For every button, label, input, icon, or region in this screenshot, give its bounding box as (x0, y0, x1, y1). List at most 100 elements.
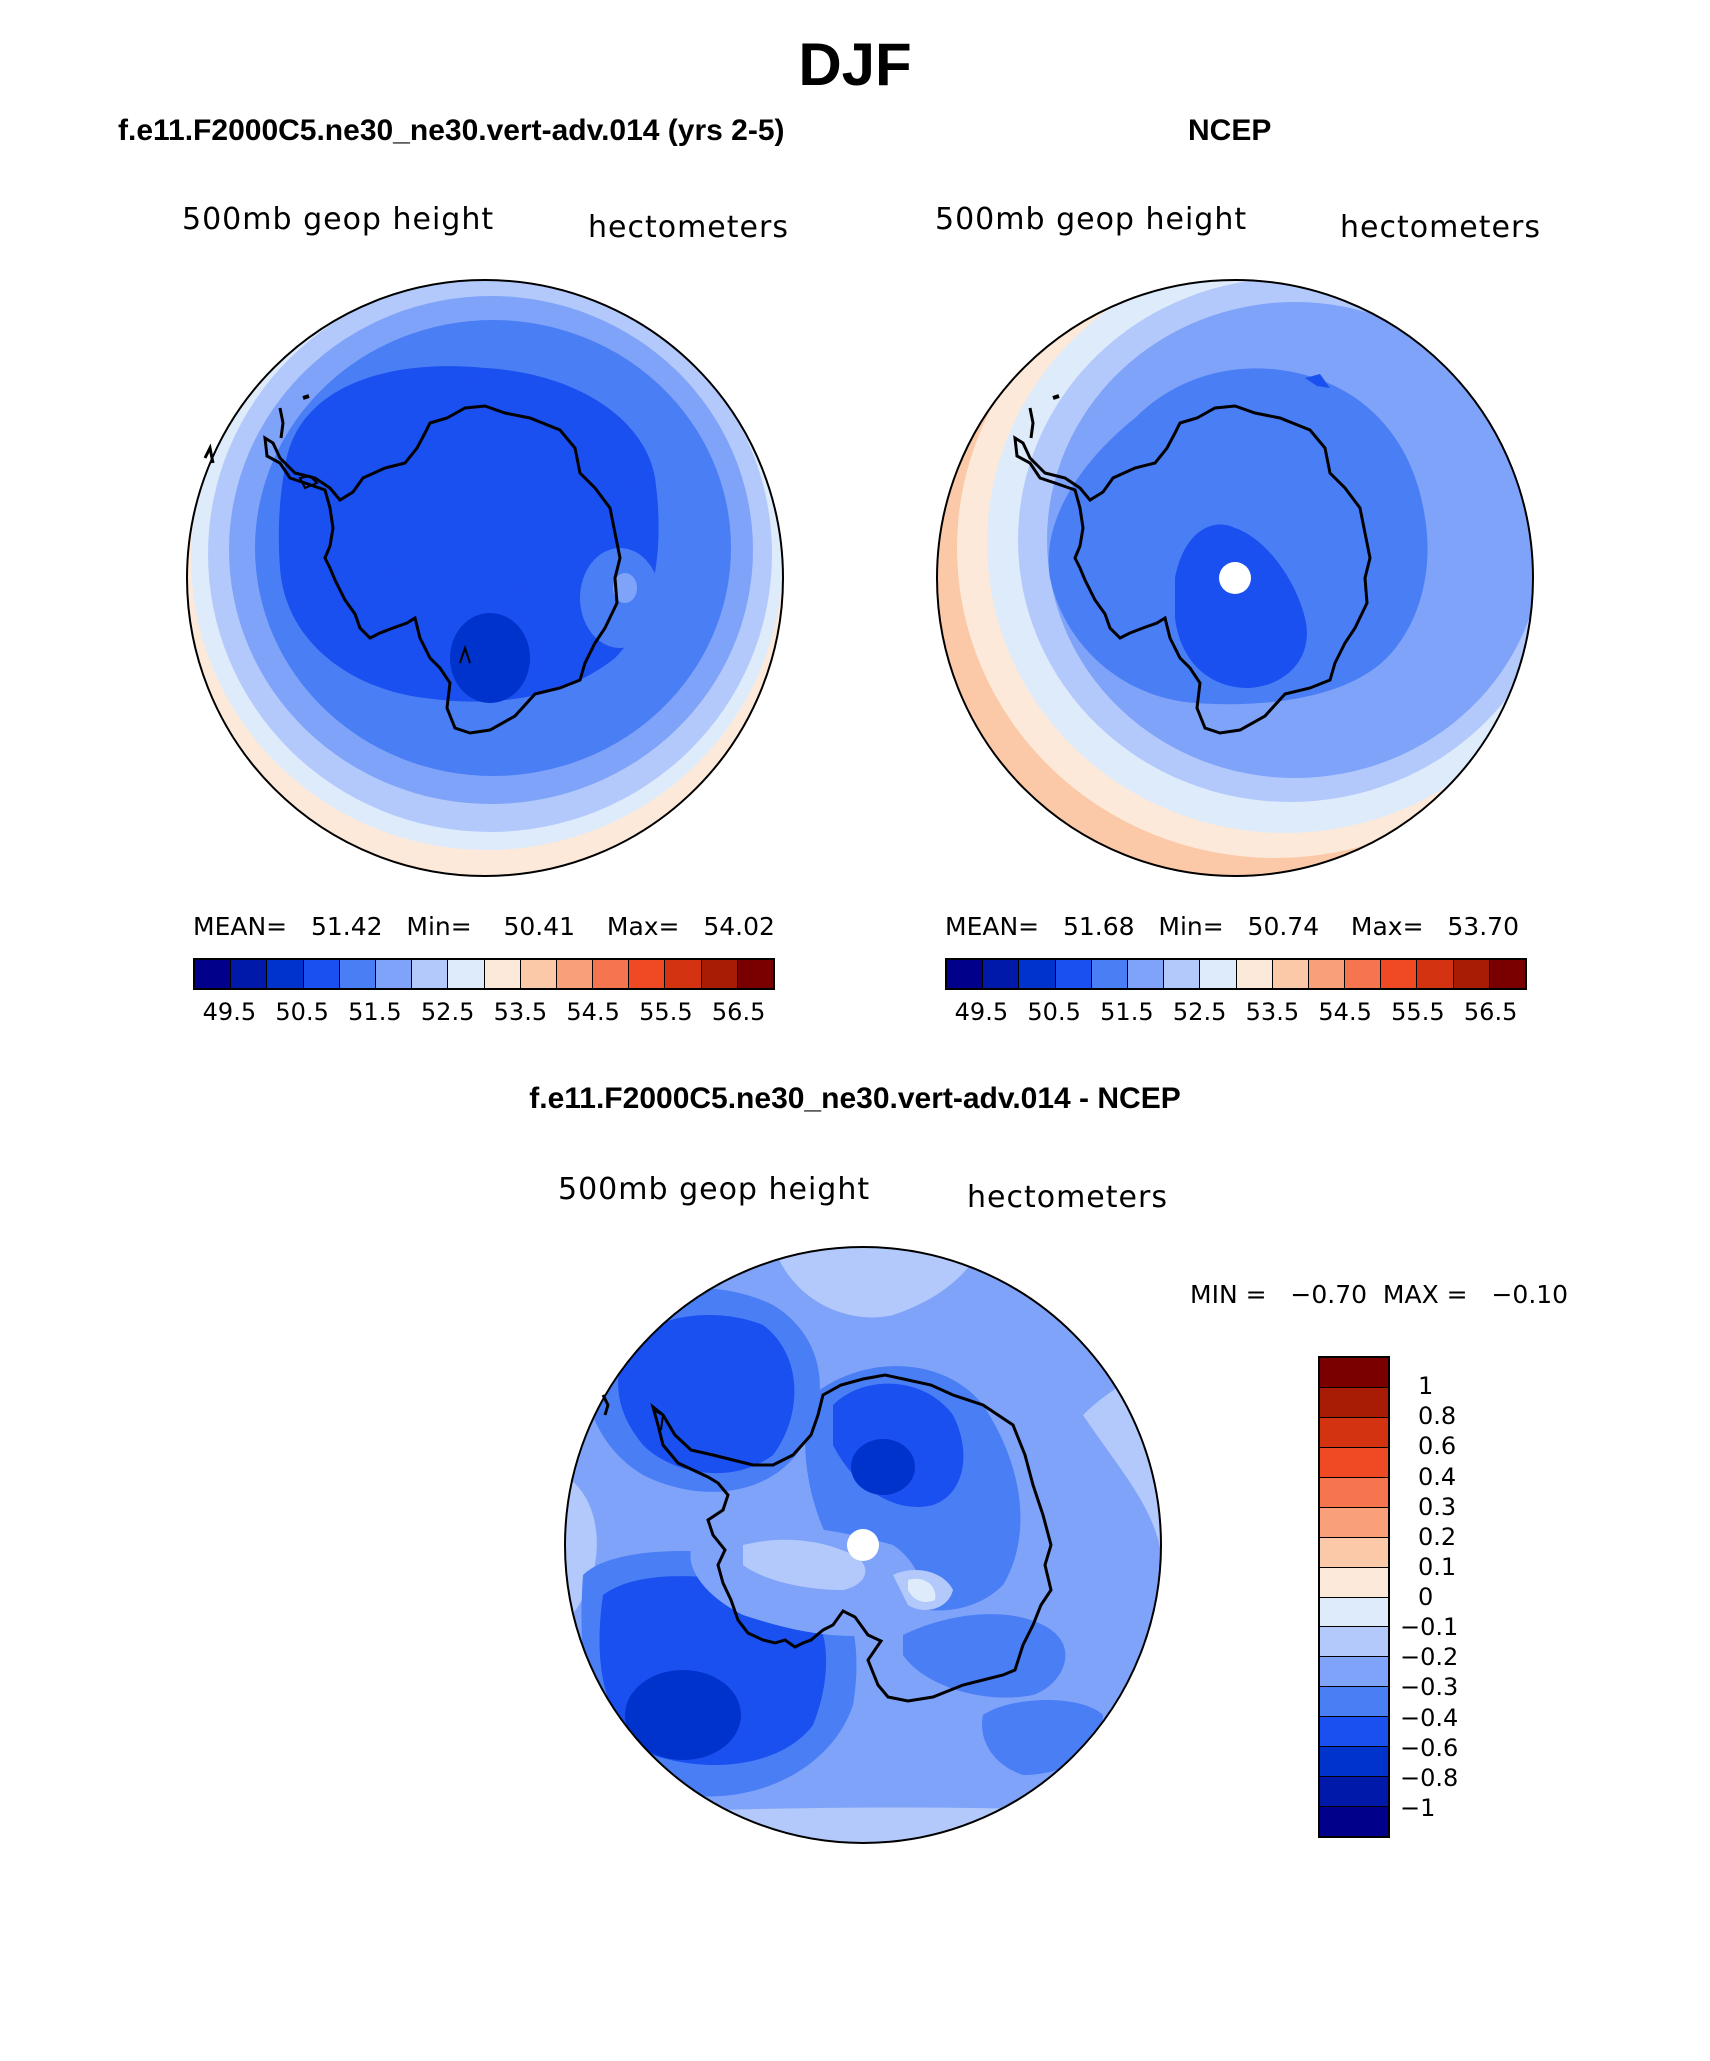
panel-2-mean-label: MEAN= (945, 912, 1040, 941)
colorbar-swatch (1345, 960, 1382, 988)
colorbar-tick-label: 53.5 (1245, 998, 1300, 1026)
panel-1-units-label: hectometers (588, 210, 789, 245)
colorbar-swatch (1489, 960, 1525, 988)
colorbar-tick-label: 0.1 (1418, 1552, 1457, 1581)
diff-min-label: MIN = (1190, 1280, 1267, 1309)
colorbar-tick-label: 50.5 (275, 998, 329, 1026)
colorbar-swatch (1320, 1567, 1388, 1598)
colorbar-swatch (1055, 960, 1092, 988)
colorbar-tick-label: 55.5 (1391, 998, 1445, 1026)
colorbar-tick-label: 55.5 (639, 998, 693, 1026)
colorbar-tick-label: 0 (1418, 1583, 1434, 1611)
panel-2-min-value: 50.74 (1247, 912, 1320, 941)
pole-marker (1219, 562, 1251, 594)
colorbar-swatch (1308, 960, 1346, 988)
diff-panel-units-label: hectometers (967, 1180, 1168, 1215)
panel-2-variable-label: 500mb geop height (935, 202, 1248, 237)
colorbar-tick-label: −0.8 (1400, 1763, 1459, 1792)
colorbar-swatch (593, 960, 630, 988)
panel-1-min-value: 50.41 (503, 912, 576, 941)
colorbar-tick-label: 53.5 (493, 998, 548, 1026)
colorbar-swatch (303, 960, 340, 988)
colorbar-tick-label: 51.5 (1100, 998, 1154, 1026)
colorbar-tick-label: 49.5 (954, 998, 1009, 1026)
antarctica-coastline (650, 1373, 1053, 1703)
colorbar-tick-label: 54.5 (566, 998, 620, 1026)
colorbar-swatch (629, 960, 666, 988)
colorbar-swatch (983, 960, 1020, 988)
colorbar-tick-label: 0.4 (1418, 1462, 1457, 1491)
colorbar-swatch (339, 960, 376, 988)
panel-1-colorbar (193, 958, 775, 990)
colorbar-swatch (1320, 1447, 1388, 1478)
colorbar-swatch (1320, 1747, 1388, 1778)
colorbar-swatch (1320, 1358, 1388, 1388)
diff-colorbar-ticks: 1 0.8 0.6 0.4 0.3 0.2 0.1 0 −0.1 −0.2 −0.3 −0.4 −0.6… (1400, 1356, 1520, 1838)
colorbar-tick-label: 1 (1418, 1372, 1434, 1401)
colorbar-swatch (947, 960, 984, 988)
colorbar-swatch (1320, 1807, 1388, 1836)
colorbar-swatch (1272, 960, 1309, 988)
panel-1-polar-map (186, 279, 784, 877)
colorbar-swatch (1320, 1417, 1388, 1448)
colorbar-swatch (1320, 1717, 1388, 1748)
colorbar-swatch (556, 960, 594, 988)
colorbar-swatch (1381, 960, 1418, 988)
colorbar-swatch (1320, 1687, 1388, 1718)
panel-2-polar-map (936, 279, 1534, 877)
colorbar-tick-label: −0.1 (1400, 1613, 1459, 1642)
panel-1-min-label: Min= (406, 912, 472, 941)
colorbar-tick-label: 0.3 (1418, 1492, 1457, 1521)
colorbar-swatch (1200, 960, 1237, 988)
colorbar-swatch (1320, 1777, 1388, 1808)
panel-1-max-value: 54.02 (703, 912, 775, 941)
colorbar-swatch (1164, 960, 1201, 988)
colorbar-swatch (1019, 960, 1056, 988)
colorbar-tick-label: 52.5 (420, 998, 475, 1026)
diff-polar-map (564, 1246, 1162, 1844)
colorbar-swatch (1127, 960, 1165, 988)
panel-2-max-label: Max= (1350, 912, 1424, 941)
colorbar-swatch (448, 960, 485, 988)
colorbar-tick-label: 49.5 (202, 998, 257, 1026)
colorbar-tick-label: 56.5 (1463, 998, 1518, 1026)
colorbar-swatch (520, 960, 557, 988)
panel-2-min-label: Min= (1158, 912, 1224, 941)
page-title: DJF (798, 31, 912, 98)
panel-2-units-label: hectometers (1340, 210, 1541, 245)
panel-2-title: NCEP (1188, 114, 1272, 147)
colorbar-swatch (1320, 1507, 1388, 1538)
colorbar-tick-label: 52.5 (1172, 998, 1227, 1026)
panel-1-mean-value: 51.42 (310, 912, 383, 941)
colorbar-tick-label: 50.5 (1027, 998, 1081, 1026)
diff-max-label: MAX = (1382, 1280, 1468, 1309)
panel-2-mean-value: 51.68 (1062, 912, 1135, 941)
colorbar-swatch (412, 960, 449, 988)
diff-colorbar (1318, 1356, 1390, 1838)
colorbar-swatch (484, 960, 521, 988)
colorbar-tick-label: 0.6 (1418, 1432, 1457, 1461)
colorbar-tick-label: −1 (1400, 1793, 1436, 1822)
colorbar-swatch (1320, 1627, 1388, 1658)
antarctica-coastline (263, 404, 622, 735)
colorbar-tick-label: 54.5 (1318, 998, 1372, 1026)
diff-min-value: −0.70 (1290, 1280, 1368, 1309)
colorbar-tick-label: −0.6 (1400, 1733, 1459, 1762)
panel-2-max-value: 53.70 (1447, 912, 1519, 941)
colorbar-tick-label: 0.2 (1418, 1522, 1457, 1551)
colorbar-swatch (267, 960, 304, 988)
panel-2-colorbar-ticks: 49.5 50.5 51.5 52.5 53.5 54.5 55.5 56.5 (945, 998, 1527, 1028)
colorbar-swatch (1417, 960, 1454, 988)
panel-2-colorbar (945, 958, 1527, 990)
pole-marker (847, 1529, 879, 1561)
colorbar-swatch (737, 960, 773, 988)
panel-1-max-label: Max= (606, 912, 680, 941)
diff-panel-title: f.e11.F2000C5.ne30_ne30.vert-adv.014 - N… (529, 1082, 1181, 1115)
colorbar-swatch (1236, 960, 1273, 988)
panel-1-variable-label: 500mb geop height (182, 202, 495, 237)
colorbar-swatch (195, 960, 232, 988)
panel-1-colorbar-ticks: 49.5 50.5 51.5 52.5 53.5 54.5 55.5 56.5 (193, 998, 775, 1028)
colorbar-tick-label: 51.5 (348, 998, 402, 1026)
colorbar-swatch (231, 960, 268, 988)
colorbar-tick-label: −0.2 (1400, 1643, 1459, 1672)
